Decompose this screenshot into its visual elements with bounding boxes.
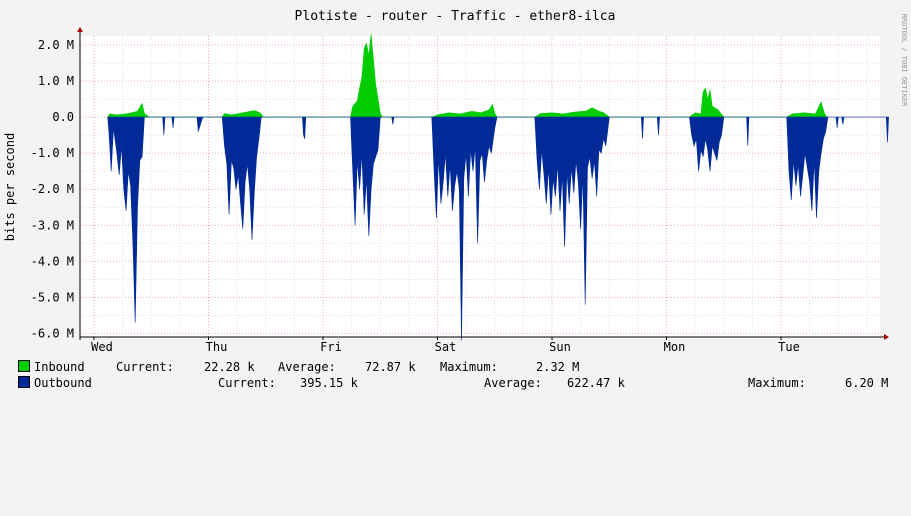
inbound-current-value: 22.28 k xyxy=(204,360,255,374)
series-area-outbound xyxy=(107,116,889,341)
x-tick-label: Wed xyxy=(91,340,113,354)
y-axis-arrow xyxy=(77,27,83,32)
y-tick-label: 2.0 M xyxy=(38,38,74,52)
outbound-maximum-label: Maximum: xyxy=(748,376,806,390)
chart-title: Plotiste - router - Traffic - ether8-ilc… xyxy=(295,9,616,24)
outbound-swatch xyxy=(18,376,30,388)
x-tick-label: Fri xyxy=(320,340,342,354)
inbound-maximum-value: 2.32 M xyxy=(536,360,580,374)
y-tick-label: -4.0 M xyxy=(31,254,74,268)
y-tick-label: -3.0 M xyxy=(31,218,74,232)
outbound-current-value: 395.15 k xyxy=(300,376,358,390)
y-tick-label: -6.0 M xyxy=(31,326,74,340)
y-tick-label: -5.0 M xyxy=(31,290,74,304)
axes xyxy=(77,27,889,340)
x-tick-label: Tue xyxy=(778,340,800,354)
y-tick-label: 1.0 M xyxy=(38,74,74,88)
x-axis-arrow xyxy=(884,334,889,340)
outbound-current-label: Current: xyxy=(218,376,276,390)
legend-outbound: Outbound Current: 395.15 k Average: 622.… xyxy=(0,376,911,392)
y-tick-label: -2.0 M xyxy=(31,182,74,196)
outbound-name: Outbound xyxy=(34,376,92,390)
plot-area xyxy=(80,36,880,337)
inbound-average-value: 72.87 k xyxy=(365,360,416,374)
y-axis-label: bits per second xyxy=(3,133,17,241)
traffic-chart: Plotiste - router - Traffic - ether8-ilc… xyxy=(3,9,908,354)
x-tick-label: Thu xyxy=(206,340,228,354)
inbound-maximum-label: Maximum: xyxy=(440,360,498,374)
y-tick-label: 0.0 xyxy=(52,110,74,124)
tick-labels: 2.0 M 1.0 M 0.0 -1.0 M -2.0 M -3.0 M -4.0 M -5.… xyxy=(31,38,800,354)
inbound-name: Inbound xyxy=(34,360,85,374)
outbound-average-value: 622.47 k xyxy=(567,376,625,390)
x-tick-label: Sat xyxy=(435,340,457,354)
inbound-current-label: Current: xyxy=(116,360,174,374)
inbound-average-label: Average: xyxy=(278,360,336,374)
x-tick-label: Mon xyxy=(664,340,686,354)
rrdtool-watermark: RRDTOOL / TOBI OETIKER xyxy=(900,14,908,108)
legend-inbound: Inbound Current: 22.28 k Average: 72.87 … xyxy=(0,360,911,376)
y-tick-label: -1.0 M xyxy=(31,146,74,160)
outbound-maximum-value: 6.20 M xyxy=(845,376,889,390)
outbound-average-label: Average: xyxy=(484,376,542,390)
series-layer xyxy=(107,34,889,341)
inbound-swatch xyxy=(18,360,30,372)
series-area-inbound xyxy=(107,34,828,118)
x-tick-label: Sun xyxy=(549,340,571,354)
traffic-graph: Plotiste - router - Traffic - ether8-ilc… xyxy=(0,9,911,392)
